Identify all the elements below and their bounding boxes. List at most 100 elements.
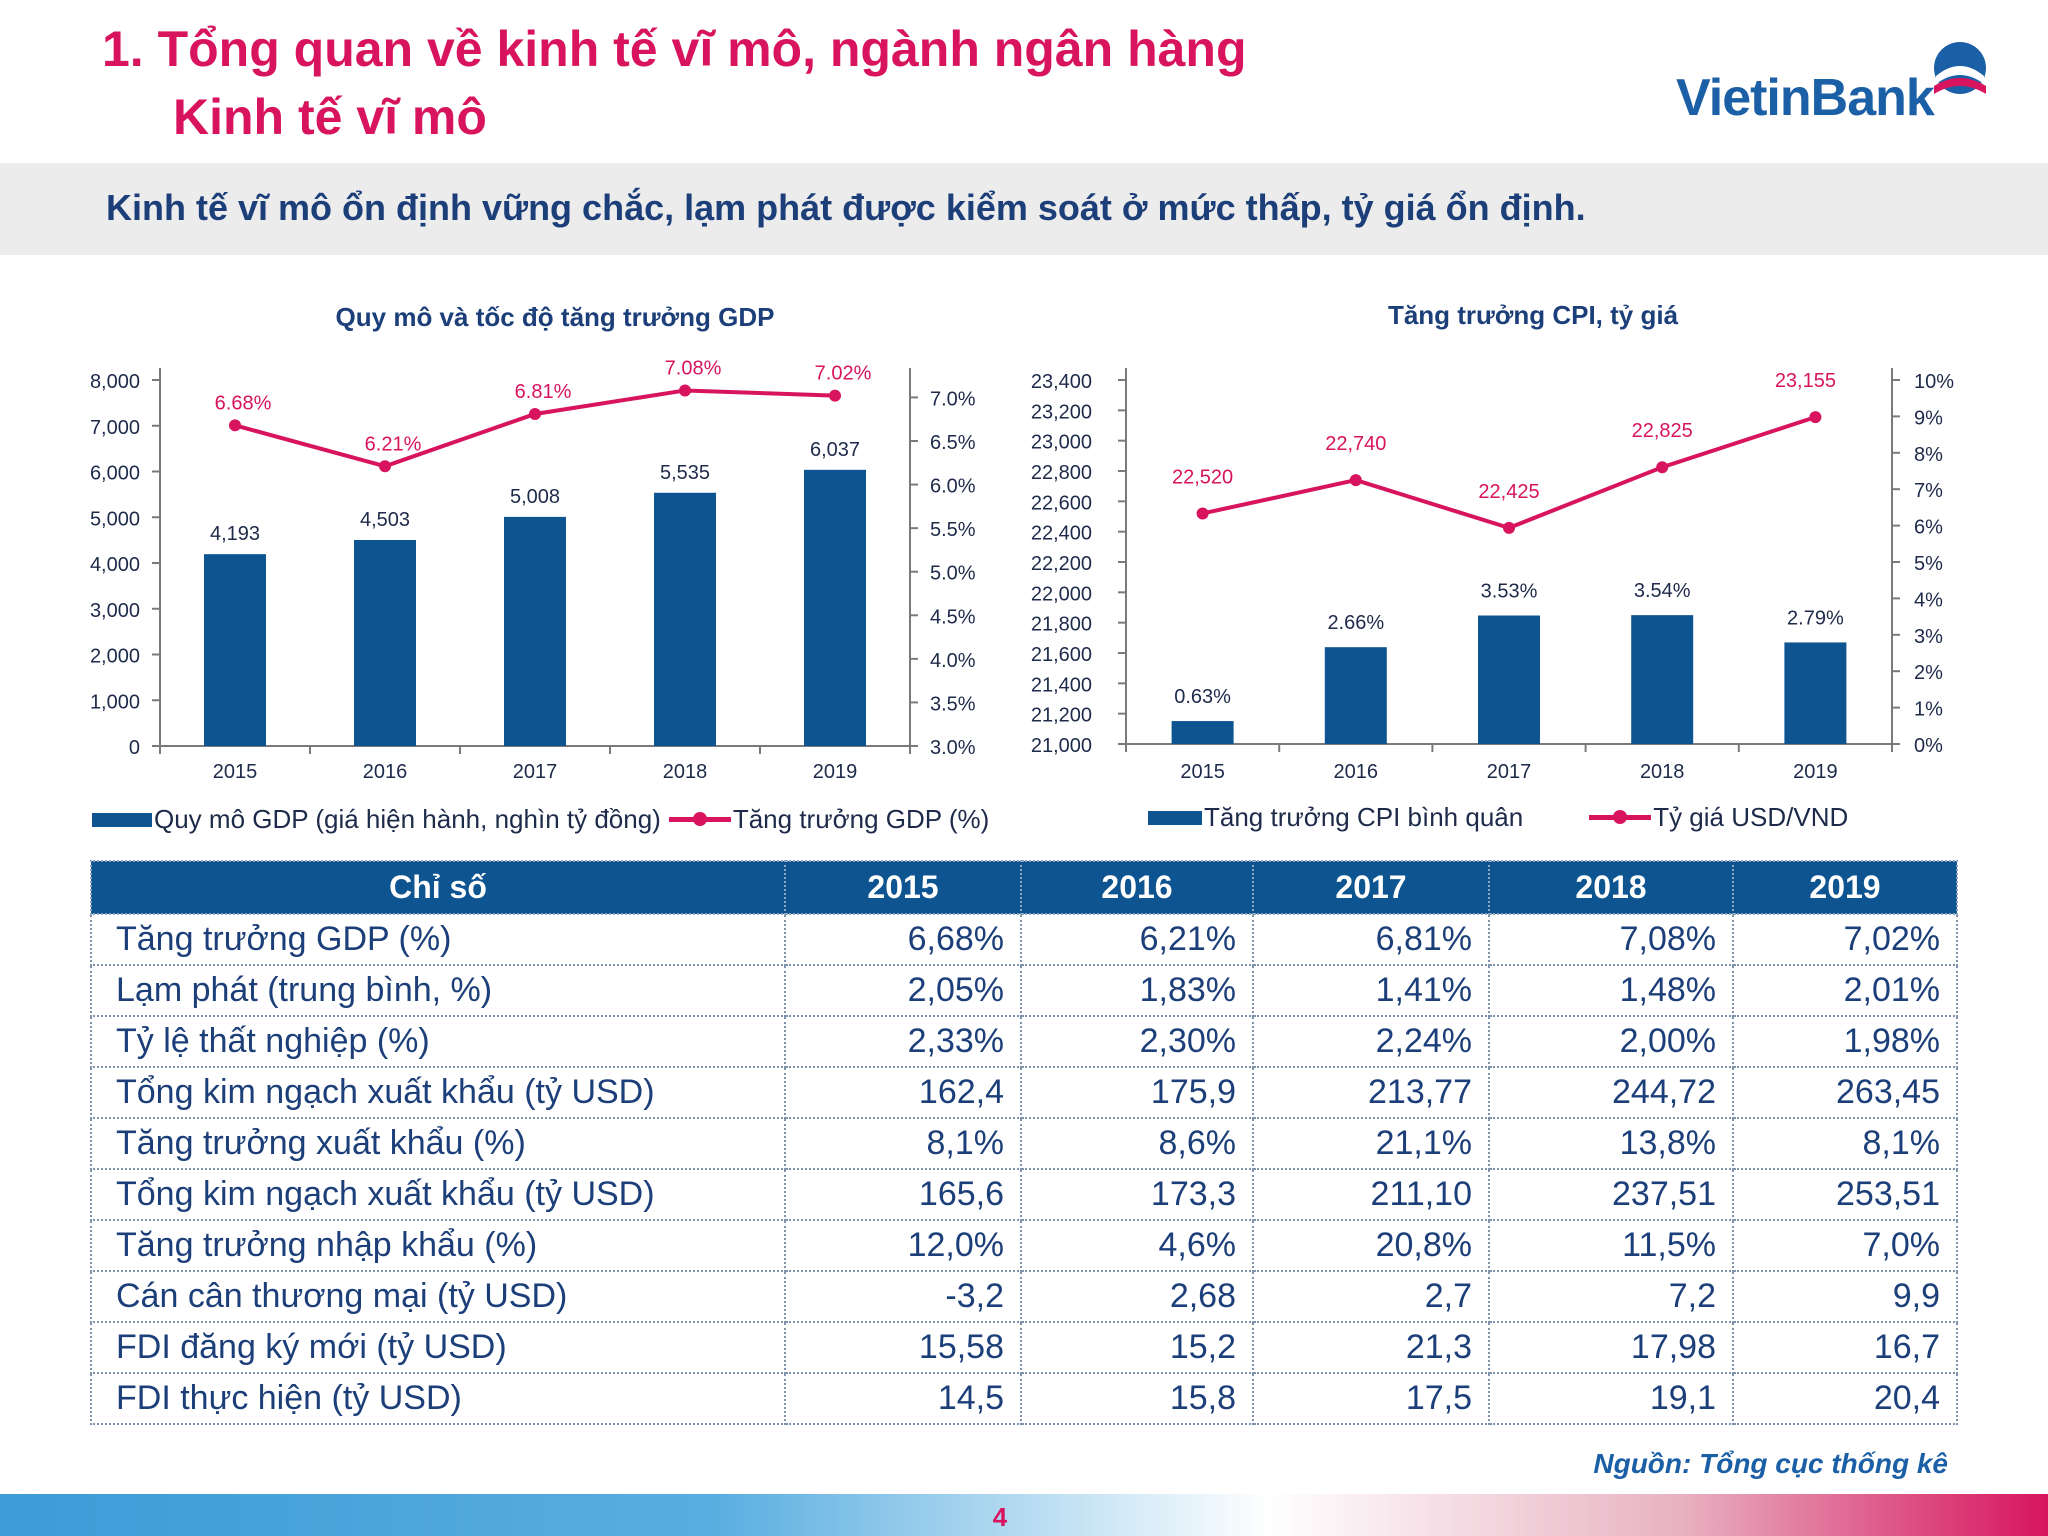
table-cell-value: 1,48% [1488, 964, 1734, 1017]
cpi-bar [1784, 642, 1847, 744]
table-cell-value: 16,7 [1732, 1321, 1958, 1374]
table-cell-value: 6,21% [1020, 913, 1254, 966]
cpi-bar-label: 2.66% [1327, 612, 1384, 634]
table-row: Cán cân thương mại (tỷ USD) -3,2 2,68 2,7 7,… [90, 1270, 1958, 1323]
gdp-growth-point [679, 384, 691, 397]
gdp-growth-point [529, 407, 541, 420]
legend-fx: Tỷ giá USD/VND [1653, 802, 1849, 832]
cpi-bar-label: 2.79% [1787, 607, 1844, 629]
chart-title: Tăng trưởng CPI, tỷ giá [1388, 300, 1679, 330]
table-row: Tỷ lệ thất nghiệp (%) 2,33% 2,30% 2,24% 2,00… [90, 1015, 1958, 1068]
vietinbank-logo: VietinBank [1676, 36, 1996, 127]
table-cell-value: 19,1 [1488, 1372, 1734, 1425]
table-cell-value: 4,6% [1020, 1219, 1254, 1272]
gdp-bar-label: 5,008 [510, 486, 560, 508]
right-tick-label: 1% [1914, 699, 1943, 721]
table-cell-indicator: Tăng trưởng GDP (%) [90, 913, 786, 966]
left-tick-label: 8,000 [90, 371, 140, 393]
chart-title: Quy mô và tốc độ tăng trưởng GDP [336, 302, 775, 332]
table-cell-value: 15,8 [1020, 1372, 1254, 1425]
table-cell-value: 2,05% [784, 964, 1022, 1017]
cpi-bar [1324, 647, 1387, 744]
x-tick-label: 2016 [1334, 761, 1379, 783]
gdp-bar-label: 4,503 [360, 509, 410, 531]
table-row: Tăng trưởng xuất khẩu (%) 8,1% 8,6% 21,1% 13… [90, 1117, 1958, 1170]
left-tick-label: 1,000 [90, 691, 140, 713]
table-cell-value: 253,51 [1732, 1168, 1958, 1221]
table-cell-value: 13,8% [1488, 1117, 1734, 1170]
legend-bar-swatch [92, 812, 152, 827]
table-cell-value: 237,51 [1488, 1168, 1734, 1221]
table-cell-value: 2,68 [1020, 1270, 1254, 1323]
table-row: Tăng trưởng nhập khẩu (%) 12,0% 4,6% 20,8% 1… [90, 1219, 1958, 1272]
gdp-chart: Quy mô và tốc độ tăng trưởng GDP 0 1,000 2,… [60, 290, 1020, 800]
page-number: 4 [992, 1502, 1008, 1532]
table-cell-value: 21,3 [1252, 1321, 1490, 1374]
table-cell-value: 2,01% [1732, 964, 1958, 1017]
gdp-growth-label: 7.02% [815, 363, 872, 385]
table-cell-value: 1,83% [1020, 964, 1254, 1017]
table-cell-value: 7,2 [1488, 1270, 1734, 1323]
right-tick-label: 5% [1914, 553, 1943, 575]
table-cell-value: 8,1% [1732, 1117, 1958, 1170]
gdp-bar-label: 6,037 [810, 439, 860, 461]
table-cell-value: 20,4 [1732, 1372, 1958, 1425]
left-tick-label: 5,000 [90, 508, 140, 530]
cpi-bar-label: 3.53% [1481, 581, 1538, 603]
table-cell-value: 263,45 [1732, 1066, 1958, 1119]
table-cell-indicator: Tổng kim ngạch xuất khẩu (tỷ USD) [90, 1168, 786, 1221]
table-header-year: 2015 [784, 860, 1022, 915]
left-tick-label: 22,400 [1031, 523, 1092, 545]
left-tick-label: 7,000 [90, 417, 140, 439]
table-cell-value: 6,81% [1252, 913, 1490, 966]
x-tick-label: 2019 [1793, 761, 1838, 783]
banner-text: Kinh tế vĩ mô ổn định vững chắc, lạm phá… [106, 187, 1586, 228]
table-header-year: 2019 [1732, 860, 1958, 915]
table-header-indicator: Chỉ số [90, 860, 786, 915]
cpi-chart: Tăng trưởng CPI, tỷ giá 21,000 21,200 21,40… [1000, 290, 2000, 800]
table-cell-value: 21,1% [1252, 1117, 1490, 1170]
cpi-chart-svg: Tăng trưởng CPI, tỷ giá 21,000 21,200 21,40… [1031, 300, 1954, 783]
left-tick-label: 6,000 [90, 463, 140, 485]
table-row: Tổng kim ngạch xuất khẩu (tỷ USD) 165,6 17… [90, 1168, 1958, 1221]
right-tick-label: 7.0% [930, 388, 976, 410]
table-cell-indicator: Lạm phát (trung bình, %) [90, 964, 786, 1017]
left-tick-label: 21,600 [1031, 644, 1092, 666]
gdp-bar [354, 539, 416, 746]
table-cell-value: 2,30% [1020, 1015, 1254, 1068]
gdp-bar [804, 469, 866, 746]
left-tick-label: 21,200 [1031, 705, 1092, 727]
table-cell-value: 175,9 [1020, 1066, 1254, 1119]
table-cell-value: 20,8% [1252, 1219, 1490, 1272]
table-cell-value: 165,6 [784, 1168, 1022, 1221]
right-tick-label: 4.0% [930, 650, 976, 672]
cpi-bar-label: 0.63% [1174, 686, 1231, 708]
left-tick-label: 22,800 [1031, 462, 1092, 484]
legend-gdp-growth: Tăng trưởng GDP (%) [732, 804, 990, 834]
right-tick-label: 7% [1914, 480, 1943, 502]
left-tick-label: 3,000 [90, 600, 140, 622]
right-tick-label: 0% [1914, 735, 1943, 757]
fx-rate-point [1349, 474, 1362, 487]
gdp-legend: Quy mô GDP (giá hiện hành, nghìn tỷ đồng… [92, 804, 989, 835]
fx-rate-line [1202, 415, 1817, 530]
gdp-growth-label: 7.08% [665, 357, 722, 379]
right-tick-label: 5.5% [930, 519, 976, 541]
table-cell-value: 1,98% [1732, 1015, 1958, 1068]
table-cell-value: -3,2 [784, 1270, 1022, 1323]
gdp-chart-svg: Quy mô và tốc độ tăng trưởng GDP 0 1,000 2,… [90, 302, 976, 783]
right-tick-label: 4.5% [930, 606, 976, 628]
table-row: FDI thực hiện (tỷ USD) 14,5 15,8 17,5 19,1 20… [90, 1372, 1958, 1425]
logo-text: VietinBank [1676, 69, 1935, 127]
page-title: 1. Tổng quan về kinh tế vĩ mô, ngành ngâ… [102, 21, 1247, 77]
right-tick-label: 5.0% [930, 563, 976, 585]
right-tick-label: 10% [1914, 371, 1954, 393]
legend-line-swatch [1589, 810, 1652, 824]
table-cell-indicator: Cán cân thương mại (tỷ USD) [90, 1270, 786, 1323]
footer-bar [0, 1494, 2048, 1536]
right-tick-label: 2% [1914, 662, 1943, 684]
source-note: Nguồn: Tổng cục thống kê [1593, 1448, 1948, 1479]
table-cell-value: 8,6% [1020, 1117, 1254, 1170]
summary-banner: Kinh tế vĩ mô ổn định vững chắc, lạm phá… [0, 163, 2048, 255]
gdp-growth-point [229, 419, 241, 432]
